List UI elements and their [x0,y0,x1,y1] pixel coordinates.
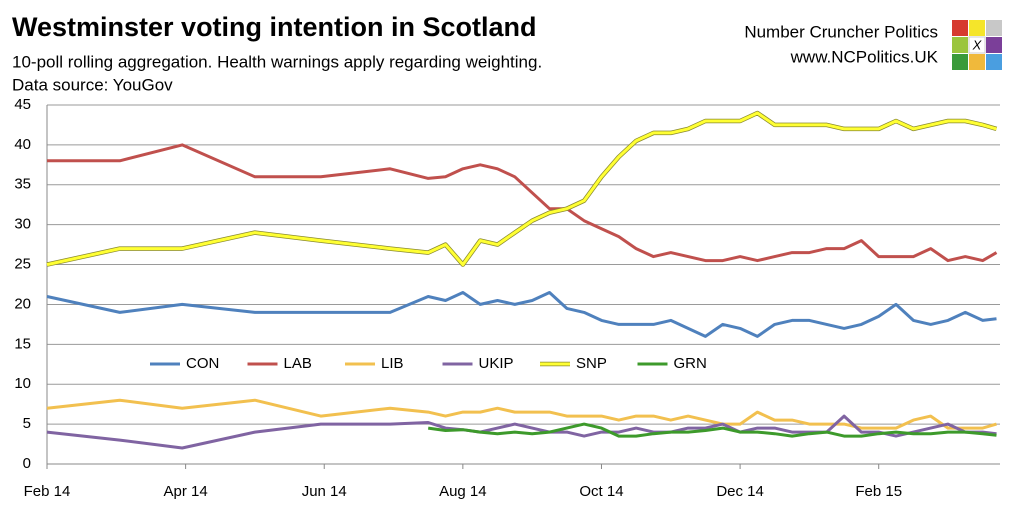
series-line [46,111,997,267]
x-tick-label: Oct 14 [579,483,623,500]
legend-label: SNP [576,355,607,372]
y-tick-label: 35 [14,176,31,193]
x-tick-label: Apr 14 [164,483,208,500]
x-tick-label: Dec 14 [716,483,764,500]
source: Data source: YouGov [12,75,173,94]
legend-label: LAB [284,355,312,372]
series-line [47,143,998,263]
series-line [427,422,997,438]
y-tick-label: 20 [14,295,31,312]
y-tick-label: 10 [14,375,31,392]
y-tick-label: 30 [14,216,31,233]
logo-mark: X [972,37,983,52]
legend-label: CON [186,355,219,372]
y-tick-label: 25 [14,256,31,273]
x-tick-label: Aug 14 [439,483,487,500]
x-tick-label: Feb 15 [855,483,902,500]
website: www.NCPolitics.UK [790,47,939,66]
legend-label: GRN [674,355,707,372]
x-tick-label: Jun 14 [302,483,347,500]
series-line [46,291,997,338]
brand: Number Cruncher Politics [744,22,938,41]
series-line [46,398,997,430]
y-tick-label: 0 [23,455,31,472]
y-tick-label: 5 [23,415,31,432]
chart-title: Westminster voting intention in Scotland [12,12,537,42]
x-tick-label: Feb 14 [24,483,71,500]
y-tick-label: 45 [14,96,31,113]
line-outline [46,110,998,267]
subtitle: 10-poll rolling aggregation. Health warn… [12,52,542,71]
y-tick-label: 40 [14,136,31,153]
logo: X [952,20,1002,70]
legend-label: UKIP [479,355,514,372]
y-tick-label: 15 [14,335,31,352]
legend-label: LIB [381,355,404,372]
